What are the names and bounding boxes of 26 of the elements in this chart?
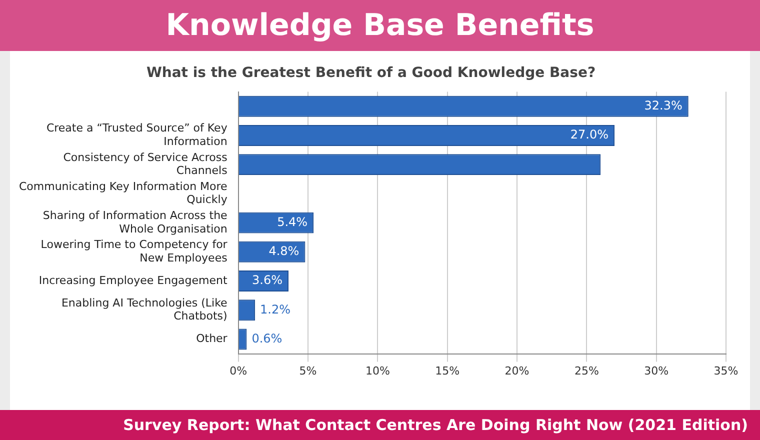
y-tick-label: Lowering Time to Competency for New Employees [40, 238, 228, 264]
chart-title: Knowledge Base Benefits [0, 0, 760, 51]
x-tick-label: 10% [365, 364, 390, 378]
text: Survey Report: What Contact Centres Are Doing Right Now (2021 Edition) [0, 410, 760, 440]
y-tick-label: Sharing of Information Across the Whole Organisation [42, 209, 228, 236]
y-tick-label: Communicating Key Information More Quickly [18, 180, 228, 206]
data-label: 0.6% [252, 331, 282, 346]
data-label: 27.0% [570, 128, 609, 142]
x-tick-label: 5% [299, 364, 317, 378]
data-label: 5.4% [277, 214, 308, 229]
x-tick-label: 25% [574, 364, 599, 378]
data-label: 32.3% [644, 98, 682, 112]
chart-subtitle: What is the Greatest Benefit of a Good Knowledge Base? [146, 65, 596, 82]
data-label: 3.6% [252, 273, 282, 288]
x-tick-label: 30% [644, 364, 669, 378]
x-tick-label: 35% [714, 364, 738, 378]
y-tick-label: Enabling AI Technologies (Like Chatbots) [61, 296, 228, 323]
y-tick-label: Other [196, 332, 228, 346]
y-tick-label: Consistency of Service Across Channels [63, 150, 228, 178]
y-tick-label: Increasing Employee Engagement [38, 274, 228, 287]
x-tick-label: 0% [230, 364, 248, 378]
x-tick-label: 20% [504, 364, 530, 378]
y-tick-label: Create a “Trusted Source” of Key Information [46, 122, 228, 148]
data-label: 4.8% [268, 244, 300, 258]
x-tick-label: 15% [435, 364, 460, 378]
data-label: 1.2% [260, 302, 291, 316]
